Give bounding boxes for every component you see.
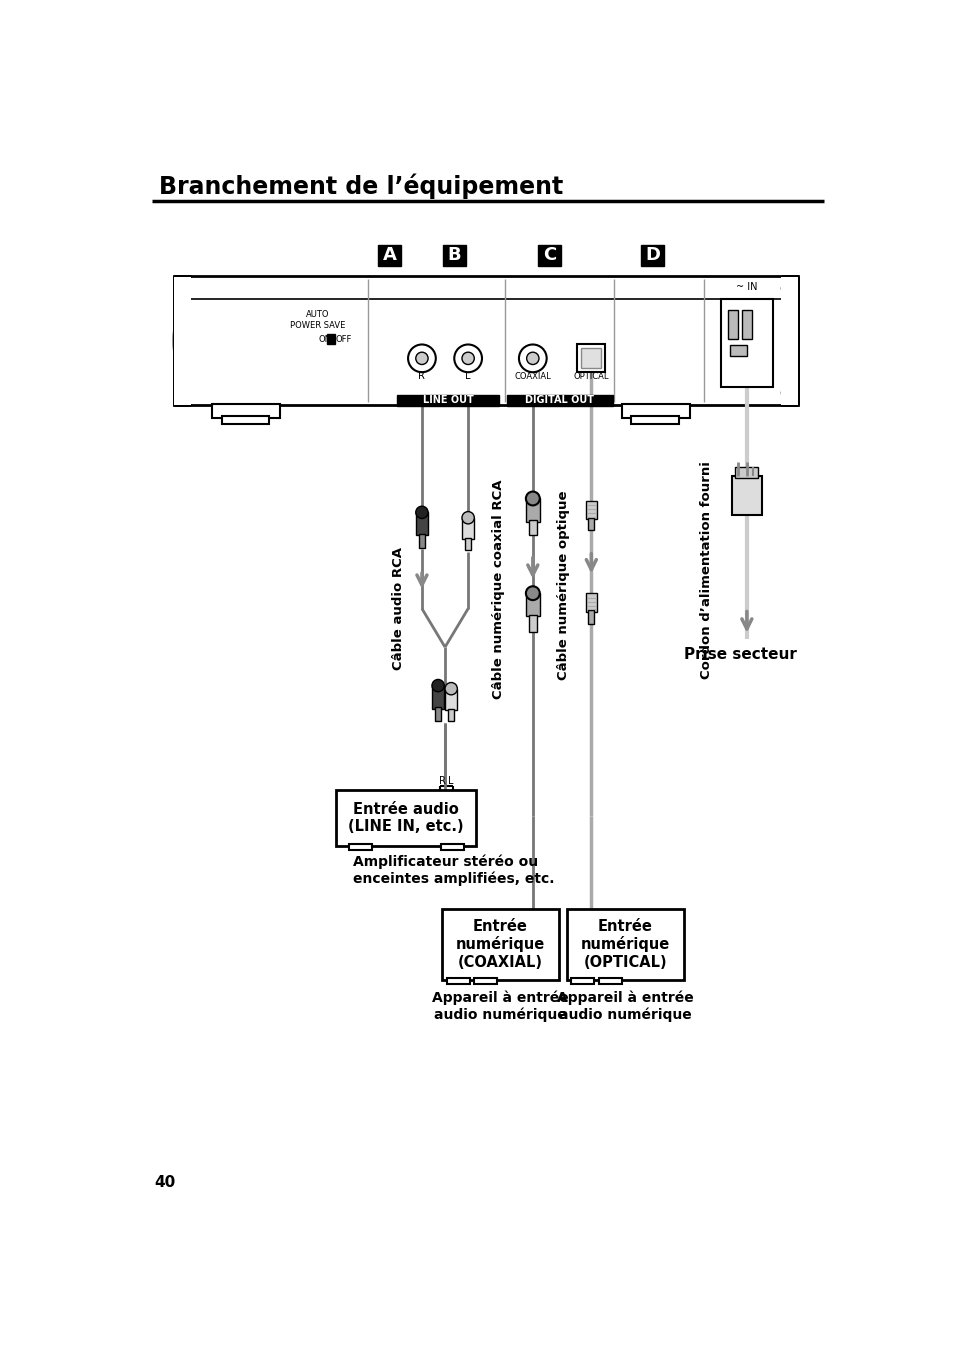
Text: Entrée audio
(LINE IN, etc.): Entrée audio (LINE IN, etc.) — [348, 802, 463, 834]
Circle shape — [444, 683, 456, 695]
Text: LINE OUT: LINE OUT — [422, 396, 473, 405]
Text: AUTO
POWER SAVE: AUTO POWER SAVE — [290, 310, 345, 329]
Bar — [585, 593, 596, 612]
Bar — [780, 277, 797, 405]
Bar — [377, 246, 400, 266]
Text: R: R — [438, 776, 445, 786]
Bar — [571, 979, 594, 984]
Text: L: L — [448, 776, 454, 786]
Text: B: B — [447, 246, 460, 265]
Circle shape — [461, 352, 474, 365]
Bar — [631, 416, 679, 424]
Text: 40: 40 — [153, 1174, 175, 1189]
Circle shape — [518, 344, 546, 373]
Bar — [566, 909, 683, 980]
Circle shape — [525, 491, 539, 505]
Bar — [588, 610, 594, 624]
Bar — [396, 394, 498, 406]
Bar — [577, 344, 604, 373]
Bar — [335, 790, 476, 845]
Bar — [416, 513, 428, 536]
Bar — [441, 909, 558, 980]
Text: A: A — [382, 246, 396, 265]
Bar — [537, 246, 560, 266]
Circle shape — [408, 344, 436, 373]
Text: Entrée
numérique
(OPTICAL): Entrée numérique (OPTICAL) — [580, 919, 669, 969]
Text: Branchement de l’équipement: Branchement de l’équipement — [158, 174, 562, 200]
Text: OPTICAL: OPTICAL — [573, 371, 608, 381]
Bar — [525, 593, 539, 617]
Bar — [732, 477, 760, 514]
Bar — [448, 709, 454, 721]
Bar — [173, 277, 191, 405]
Bar — [442, 246, 465, 266]
Text: DIGITAL OUT: DIGITAL OUT — [525, 396, 594, 405]
Bar — [418, 533, 425, 548]
Bar — [588, 518, 594, 531]
Bar — [213, 404, 280, 417]
Text: Cordon d’alimentation fourni: Cordon d’alimentation fourni — [700, 462, 713, 679]
Circle shape — [416, 506, 428, 518]
Text: Appareil à entrée
audio numérique: Appareil à entrée audio numérique — [557, 991, 693, 1022]
Circle shape — [432, 679, 444, 691]
Text: Appareil à entrée
audio numérique: Appareil à entrée audio numérique — [432, 991, 568, 1022]
Bar — [720, 300, 772, 387]
Bar — [435, 707, 440, 721]
Text: Amplificateur stéréo ou
enceintes amplifiées, etc.: Amplificateur stéréo ou enceintes amplif… — [353, 855, 554, 887]
Text: COAXIAL: COAXIAL — [514, 371, 551, 381]
Bar — [221, 416, 269, 424]
Text: R: R — [418, 371, 425, 381]
Text: D: D — [645, 246, 659, 265]
Circle shape — [525, 586, 539, 601]
Bar — [349, 844, 372, 850]
Text: Prise secteur: Prise secteur — [683, 647, 796, 663]
Circle shape — [526, 352, 538, 365]
Text: L: L — [465, 371, 471, 381]
Text: C: C — [542, 246, 556, 265]
Bar — [598, 979, 621, 984]
Bar — [446, 979, 469, 984]
Bar — [580, 348, 600, 369]
Bar — [528, 520, 537, 536]
Text: Câble numérique coaxial RCA: Câble numérique coaxial RCA — [492, 479, 505, 699]
Bar — [741, 310, 752, 339]
Bar — [727, 310, 737, 339]
Text: Entrée
numérique
(COAXIAL): Entrée numérique (COAXIAL) — [456, 919, 544, 969]
Text: Câble numérique optique: Câble numérique optique — [557, 491, 570, 680]
Bar — [735, 467, 758, 478]
Bar — [432, 686, 444, 709]
Bar — [440, 844, 464, 850]
Bar — [464, 537, 471, 549]
Circle shape — [461, 512, 474, 524]
Bar — [640, 246, 664, 266]
Bar — [585, 501, 596, 520]
Bar — [461, 518, 474, 539]
Bar — [474, 979, 497, 984]
Text: OFF: OFF — [335, 335, 352, 344]
Text: Câble audio RCA: Câble audio RCA — [392, 547, 405, 670]
Bar — [444, 688, 456, 710]
Circle shape — [454, 344, 481, 373]
Bar — [729, 346, 746, 356]
Bar — [506, 394, 612, 406]
Circle shape — [416, 352, 428, 365]
Bar — [525, 498, 539, 521]
Bar — [173, 275, 797, 405]
Text: ~ IN: ~ IN — [736, 282, 757, 292]
Bar — [621, 404, 689, 417]
Bar — [528, 614, 537, 632]
Text: ON: ON — [318, 335, 332, 344]
Bar — [327, 335, 335, 344]
